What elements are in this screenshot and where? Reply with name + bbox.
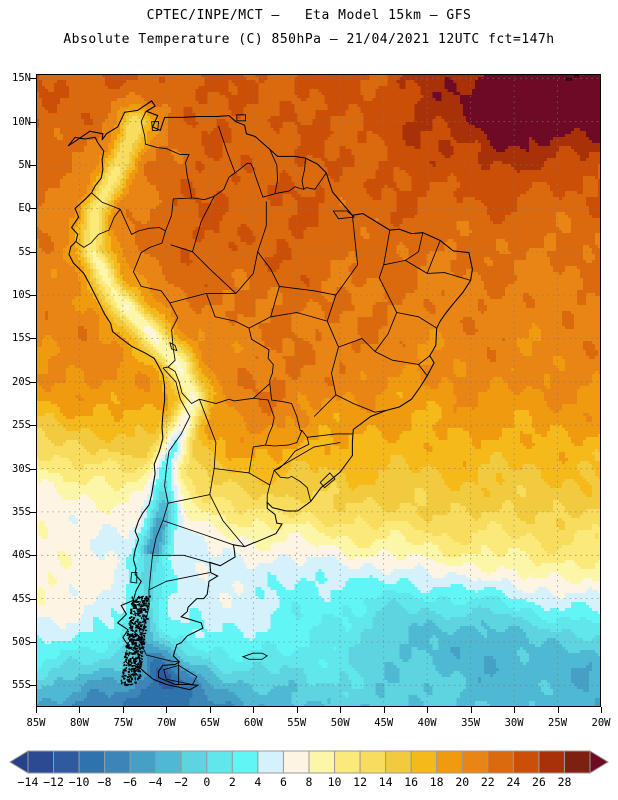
chart-title-block: CPTEC/INPE/MCT — Eta Model 15km — GFS Ab… bbox=[0, 0, 618, 47]
colorbar-tick-label: −10 bbox=[69, 775, 90, 789]
colorbar-tick-label: 4 bbox=[254, 775, 261, 789]
lon-tick-mark bbox=[384, 707, 385, 713]
colorbar-swatch bbox=[283, 751, 309, 773]
lon-tick-label: 55W bbox=[287, 717, 306, 729]
colorbar-swatch bbox=[513, 751, 539, 773]
colorbar-tick-label: 20 bbox=[455, 775, 469, 789]
colorbar-swatch bbox=[54, 751, 80, 773]
lon-tick-label: 25W bbox=[548, 717, 567, 729]
chart-title-line1: CPTEC/INPE/MCT — Eta Model 15km — GFS bbox=[0, 8, 618, 23]
lon-tick-label: 20W bbox=[592, 717, 611, 729]
colorbar-tick-label: 10 bbox=[328, 775, 342, 789]
lat-tick-label: 50S bbox=[12, 636, 31, 648]
colorbar-swatches bbox=[0, 749, 618, 775]
lat-tick-label: 35S bbox=[12, 506, 31, 518]
colorbar-tick-label: 26 bbox=[532, 775, 546, 789]
lon-tick-label: 35W bbox=[461, 717, 480, 729]
colorbar-swatch bbox=[207, 751, 233, 773]
plot-frame bbox=[36, 74, 601, 707]
colorbar-tick-label: 12 bbox=[353, 775, 367, 789]
lat-tick-label: 20S bbox=[12, 376, 31, 388]
lon-tick-label: 85W bbox=[27, 717, 46, 729]
lat-tick-label: 45S bbox=[12, 593, 31, 605]
colorbar-tick-label: 22 bbox=[481, 775, 495, 789]
lat-tick-label: 15N bbox=[12, 72, 31, 84]
lon-tick-mark bbox=[471, 707, 472, 713]
colorbar-swatch bbox=[488, 751, 514, 773]
colorbar-tick-label: 0 bbox=[203, 775, 210, 789]
lon-tick-label: 65W bbox=[200, 717, 219, 729]
colorbar-tick-label: 14 bbox=[379, 775, 393, 789]
colorbar-tick-label: 28 bbox=[558, 775, 572, 789]
colorbar-swatch bbox=[386, 751, 412, 773]
lat-tick-label: 10S bbox=[12, 289, 31, 301]
lat-tick-label: 40S bbox=[12, 549, 31, 561]
colorbar-swatch bbox=[105, 751, 131, 773]
colorbar-tick-label: −2 bbox=[174, 775, 188, 789]
lon-tick-mark bbox=[123, 707, 124, 713]
lat-tick-label: 15S bbox=[12, 332, 31, 344]
lon-tick-mark bbox=[36, 707, 37, 713]
lon-tick-mark bbox=[210, 707, 211, 713]
colorbar-over-arrow bbox=[590, 751, 608, 773]
colorbar-swatch bbox=[28, 751, 54, 773]
colorbar-swatch bbox=[539, 751, 565, 773]
lat-tick-label: 25S bbox=[12, 419, 31, 431]
colorbar-tick-label: −14 bbox=[18, 775, 39, 789]
lon-tick-label: 40W bbox=[418, 717, 437, 729]
lon-tick-label: 45W bbox=[374, 717, 393, 729]
lat-tick-label: 55S bbox=[12, 679, 31, 691]
colorbar-swatch bbox=[258, 751, 284, 773]
colorbar-swatch bbox=[462, 751, 488, 773]
colorbar-tick-label: 6 bbox=[280, 775, 287, 789]
lon-tick-label: 50W bbox=[331, 717, 350, 729]
lon-tick-label: 60W bbox=[244, 717, 263, 729]
lon-tick-mark bbox=[253, 707, 254, 713]
lon-tick-label: 80W bbox=[70, 717, 89, 729]
colorbar-swatch bbox=[181, 751, 207, 773]
longitude-axis: 85W 80W 75W 70W 65W 60W 55W 50W 45W 40W 35W 30W 25W 2… bbox=[36, 707, 601, 735]
map-plot-area bbox=[36, 74, 601, 707]
colorbar-tick-label: −6 bbox=[123, 775, 137, 789]
colorbar-swatch bbox=[564, 751, 590, 773]
colorbar-tick-label: −4 bbox=[149, 775, 163, 789]
colorbar-swatch bbox=[232, 751, 258, 773]
lon-tick-mark bbox=[558, 707, 559, 713]
colorbar-swatch bbox=[335, 751, 361, 773]
colorbar-swatch bbox=[309, 751, 335, 773]
lon-tick-mark bbox=[427, 707, 428, 713]
colorbar-swatch bbox=[437, 751, 463, 773]
chart-subtitle-line2: Absolute Temperature (C) 850hPa — 21/04/… bbox=[0, 32, 618, 47]
lon-tick-mark bbox=[514, 707, 515, 713]
lon-tick-label: 30W bbox=[505, 717, 524, 729]
lon-tick-mark bbox=[297, 707, 298, 713]
colorbar-tick-label: 2 bbox=[229, 775, 236, 789]
colorbar-tick-labels: −14 −12 −10 −8 −6 −4 −2 0 2 4 6 8 10 12 14 16 18 20 22 24 26… bbox=[0, 775, 618, 795]
colorbar-swatch bbox=[130, 751, 156, 773]
colorbar-under-arrow bbox=[10, 751, 28, 773]
latitude-axis: 15N 10N 5N EQ 5S 10S 15S 20S 25S 30S 35S 40S 45S 50S 5… bbox=[0, 74, 36, 707]
lat-tick-label: 30S bbox=[12, 463, 31, 475]
colorbar-tick-label: 18 bbox=[430, 775, 444, 789]
colorbar-swatch bbox=[360, 751, 386, 773]
colorbar-tick-label: 8 bbox=[306, 775, 313, 789]
lon-tick-mark bbox=[79, 707, 80, 713]
lon-tick-mark bbox=[601, 707, 602, 713]
colorbar-tick-label: −12 bbox=[43, 775, 64, 789]
lat-tick-label: 10N bbox=[12, 116, 31, 128]
colorbar-swatch bbox=[156, 751, 182, 773]
colorbar-tick-label: 16 bbox=[404, 775, 418, 789]
colorbar-tick-label: 24 bbox=[506, 775, 520, 789]
colorbar: −14 −12 −10 −8 −6 −4 −2 0 2 4 6 8 10 12 14 16 18 20 22 24 26… bbox=[0, 749, 618, 795]
lon-tick-label: 70W bbox=[157, 717, 176, 729]
lon-tick-mark bbox=[340, 707, 341, 713]
lon-tick-mark bbox=[166, 707, 167, 713]
colorbar-swatch bbox=[79, 751, 105, 773]
lon-tick-label: 75W bbox=[113, 717, 132, 729]
colorbar-tick-label: −8 bbox=[98, 775, 112, 789]
colorbar-swatch bbox=[411, 751, 437, 773]
